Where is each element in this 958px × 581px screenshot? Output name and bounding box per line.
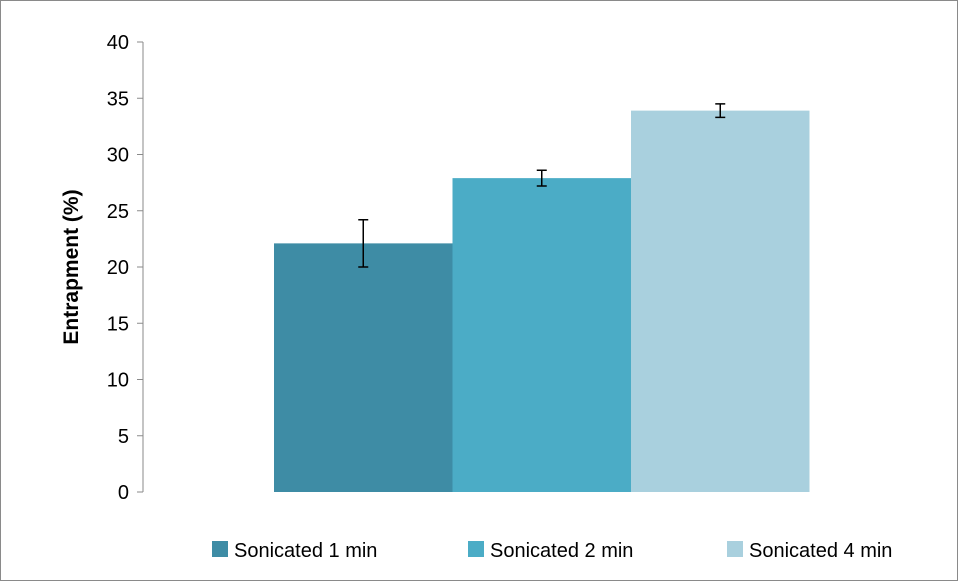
legend-swatch xyxy=(212,541,228,557)
y-tick-label: 5 xyxy=(118,426,129,448)
y-tick-label: 0 xyxy=(118,482,129,504)
legend-swatch xyxy=(468,541,484,557)
legend-label: Sonicated 2 min xyxy=(490,540,633,562)
bar xyxy=(274,243,453,492)
y-tick-label: 25 xyxy=(107,201,129,223)
y-tick-label: 15 xyxy=(107,313,129,335)
legend: Sonicated 1 min Sonicated 2 min Sonicated … xyxy=(212,540,892,562)
legend-label: Sonicated 4 min xyxy=(749,540,892,562)
y-axis-title: Entrapment (%) xyxy=(60,189,83,344)
y-tick-label: 30 xyxy=(107,145,129,167)
y-tick-label: 10 xyxy=(107,370,129,392)
y-tick-label: 40 xyxy=(107,32,129,54)
bar xyxy=(631,110,810,492)
y-tick-label: 20 xyxy=(107,257,129,279)
y-axis: 0 5 10 15 20 25 30 35 40 xyxy=(107,32,144,504)
bar xyxy=(452,178,631,492)
bars xyxy=(274,110,810,492)
y-tick-label: 35 xyxy=(107,88,129,110)
legend-swatch xyxy=(727,541,743,557)
legend-label: Sonicated 1 min xyxy=(234,540,377,562)
error-bars xyxy=(358,103,726,268)
